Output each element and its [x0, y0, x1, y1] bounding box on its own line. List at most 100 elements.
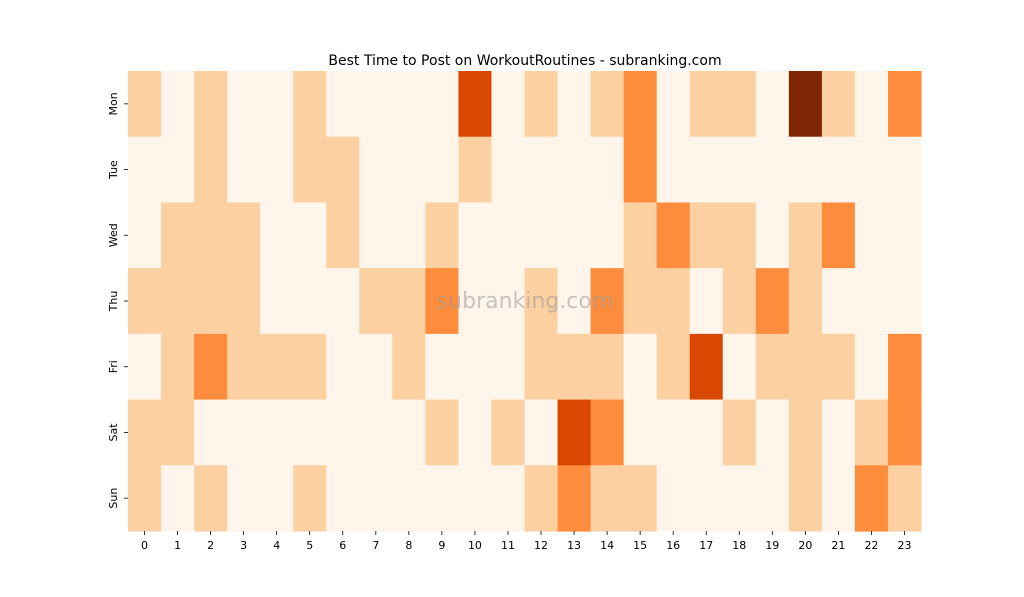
- heatmap-cell-sun-23: [887, 465, 922, 532]
- heatmap-cell-tue-23: [887, 136, 922, 204]
- heatmap-cell-sat-10: [458, 399, 493, 466]
- y-tick-label: Thu: [107, 291, 120, 313]
- x-tick-label: 1: [174, 539, 181, 552]
- heatmap-cell-tue-17: [689, 136, 724, 204]
- heatmap-cell-sat-23: [887, 399, 922, 466]
- heatmap-cell-fri-7: [359, 333, 393, 401]
- x-tick-label: 14: [600, 539, 614, 552]
- x-tick-label: 0: [141, 539, 148, 552]
- heatmap-cell-wed-4: [260, 202, 294, 269]
- heatmap-cell-sat-3: [227, 399, 261, 466]
- heatmap-cell-wed-12: [524, 202, 559, 269]
- heatmap-cell-thu-2: [194, 268, 228, 335]
- heatmap-cell-wed-11: [491, 202, 526, 269]
- heatmap-cell-sat-21: [821, 399, 856, 466]
- heatmap-cell-mon-6: [326, 71, 360, 138]
- x-tick-label: 18: [732, 539, 746, 552]
- heatmap-cell-thu-11: [491, 268, 526, 335]
- heatmap-cell-sat-15: [623, 399, 658, 466]
- heatmap-cell-tue-19: [755, 136, 790, 204]
- heatmap-cell-sat-7: [359, 399, 393, 466]
- heatmap-cell-mon-14: [590, 71, 625, 138]
- heatmap-cell-sat-14: [590, 399, 625, 466]
- heatmap-cell-sat-9: [425, 399, 460, 466]
- heatmap-cell-thu-17: [689, 268, 724, 335]
- heatmap-cell-wed-3: [227, 202, 261, 269]
- y-tick-label: Sat: [107, 423, 120, 442]
- heatmap-cell-sun-19: [755, 465, 790, 532]
- heatmap-cell-fri-9: [425, 333, 460, 401]
- heatmap-cell-tue-3: [227, 136, 261, 204]
- x-tick-label: 7: [372, 539, 379, 552]
- heatmap-cell-tue-13: [557, 136, 592, 204]
- heatmap-cell-thu-10: [458, 268, 493, 335]
- heatmap-cell-wed-13: [557, 202, 592, 269]
- heatmap-cell-mon-5: [293, 71, 327, 138]
- heatmap-cell-wed-0: [128, 202, 162, 269]
- heatmap-cell-fri-17: [689, 333, 724, 401]
- heatmap-cell-thu-9: [425, 268, 460, 335]
- y-tick-label: Wed: [107, 223, 120, 247]
- heatmap-cell-mon-9: [425, 71, 460, 138]
- heatmap-cell-wed-9: [425, 202, 460, 269]
- heatmap-cell-fri-22: [854, 333, 889, 401]
- heatmap-cell-sat-6: [326, 399, 360, 466]
- heatmap-cell-tue-11: [491, 136, 526, 204]
- heatmap-cell-tue-14: [590, 136, 625, 204]
- heatmap-cell-fri-12: [524, 333, 559, 401]
- heatmap-cell-tue-8: [392, 136, 426, 204]
- heatmap-cell-wed-7: [359, 202, 393, 269]
- x-tick-label: 13: [567, 539, 581, 552]
- x-tick-label: 12: [534, 539, 548, 552]
- heatmap-cell-thu-20: [788, 268, 823, 335]
- heatmap-cell-sun-20: [788, 465, 823, 532]
- heatmap-cell-fri-8: [392, 333, 426, 401]
- heatmap-cell-sun-14: [590, 465, 625, 532]
- heatmap-cell-tue-15: [623, 136, 658, 204]
- heatmap-cell-sun-13: [557, 465, 592, 532]
- heatmap-cell-sun-0: [128, 465, 162, 532]
- y-tick-label: Mon: [107, 92, 120, 115]
- heatmap-cell-thu-6: [326, 268, 360, 335]
- heatmap-cell-fri-20: [788, 333, 823, 401]
- heatmap-cell-thu-5: [293, 268, 327, 335]
- heatmap-cell-wed-14: [590, 202, 625, 269]
- heatmap-cell-sat-1: [161, 399, 195, 466]
- x-tick-label: 4: [273, 539, 280, 552]
- heatmap-cell-sat-22: [854, 399, 889, 466]
- x-tick-label: 10: [468, 539, 482, 552]
- x-tick-label: 16: [666, 539, 680, 552]
- heatmap-cell-wed-21: [821, 202, 856, 269]
- heatmap-cell-thu-15: [623, 268, 658, 335]
- heatmap-cell-mon-4: [260, 71, 294, 138]
- x-tick-label: 6: [339, 539, 346, 552]
- heatmap-cell-thu-1: [161, 268, 195, 335]
- heatmap-cell-sun-11: [491, 465, 526, 532]
- heatmap-cell-fri-16: [656, 333, 691, 401]
- heatmap-cell-thu-8: [392, 268, 426, 335]
- heatmap-cell-tue-1: [161, 136, 195, 204]
- heatmap-cell-tue-9: [425, 136, 460, 204]
- heatmap-cell-mon-23: [887, 71, 922, 138]
- heatmap-cell-sat-16: [656, 399, 691, 466]
- chart-title: Best Time to Post on WorkoutRoutines - s…: [328, 53, 721, 69]
- heatmap-cell-fri-21: [821, 333, 856, 401]
- heatmap-cell-fri-3: [227, 333, 261, 401]
- heatmap-cell-tue-2: [194, 136, 228, 204]
- heatmap-cell-wed-19: [755, 202, 790, 269]
- heatmap-cell-thu-23: [887, 268, 922, 335]
- heatmap-cell-sun-5: [293, 465, 327, 532]
- heatmap-cell-mon-11: [491, 71, 526, 138]
- heatmap-cell-fri-2: [194, 333, 228, 401]
- heatmap-cell-tue-12: [524, 136, 559, 204]
- heatmap-cell-mon-22: [854, 71, 889, 138]
- heatmap-cell-fri-0: [128, 333, 162, 401]
- heatmap-cell-wed-18: [722, 202, 757, 269]
- heatmap-cell-fri-23: [887, 333, 922, 401]
- heatmap-cell-sat-4: [260, 399, 294, 466]
- heatmap-cell-fri-19: [755, 333, 790, 401]
- heatmap-cell-fri-1: [161, 333, 195, 401]
- heatmap-cell-fri-5: [293, 333, 327, 401]
- heatmap-cells: [128, 71, 922, 532]
- heatmap-cell-sun-12: [524, 465, 559, 532]
